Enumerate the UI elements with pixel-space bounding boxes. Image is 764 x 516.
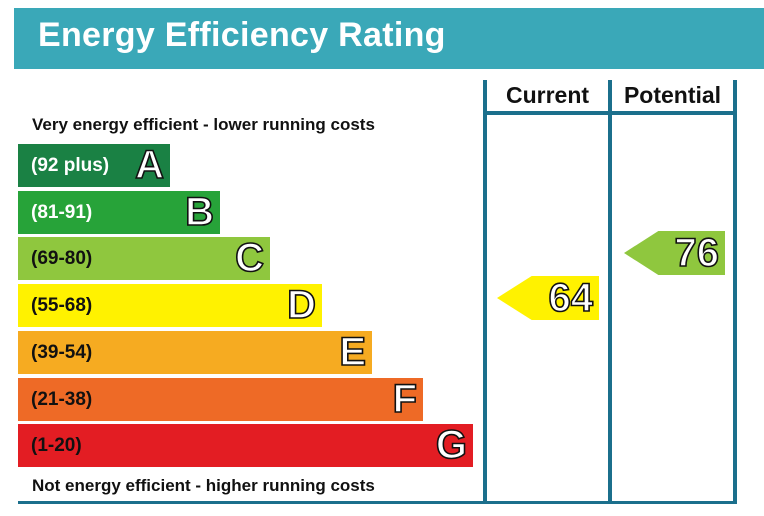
top-note: Very energy efficient - lower running co… (32, 115, 375, 134)
band-letter: C (234, 235, 264, 281)
band-range: (21-38) (31, 389, 93, 410)
band-letter: E (339, 329, 367, 375)
potential-rating-value: 76 (674, 231, 720, 275)
band-c: (69-80) C (18, 235, 270, 281)
column-header-current: Current (505, 82, 590, 108)
band-letter: D (286, 282, 316, 328)
band-letter: G (435, 422, 468, 468)
chart-title: Energy Efficiency Rating (38, 16, 446, 54)
divider-left (483, 80, 487, 504)
band-range: (55-68) (31, 295, 93, 316)
band-e: (39-54) E (18, 329, 372, 375)
bottom-note: Not energy efficient - higher running co… (32, 476, 375, 495)
band-range: (1-20) (31, 435, 82, 456)
band-g: (1-20) G (18, 422, 473, 468)
current-rating-arrow: 64 (497, 276, 599, 320)
divider-right (733, 80, 737, 504)
header-underline (483, 111, 737, 115)
band-range: (81-91) (31, 202, 93, 223)
band-range: (92 plus) (31, 155, 110, 176)
band-d: (55-68) D (18, 282, 322, 328)
potential-rating-arrow: 76 (624, 231, 725, 275)
current-rating-value: 64 (548, 276, 594, 320)
band-b: (81-91) B (18, 189, 220, 235)
band-letter: A (134, 142, 164, 188)
band-range: (39-54) (31, 342, 93, 363)
band-letter: B (184, 189, 214, 235)
band-f: (21-38) F (18, 376, 423, 422)
column-header-potential: Potential (623, 82, 722, 108)
divider-middle (608, 80, 612, 504)
bottom-border (18, 501, 737, 504)
header-banner: Energy Efficiency Rating (14, 8, 764, 69)
band-range: (69-80) (31, 248, 93, 269)
band-a: (92 plus) A (18, 142, 170, 188)
band-letter: F (392, 376, 418, 422)
